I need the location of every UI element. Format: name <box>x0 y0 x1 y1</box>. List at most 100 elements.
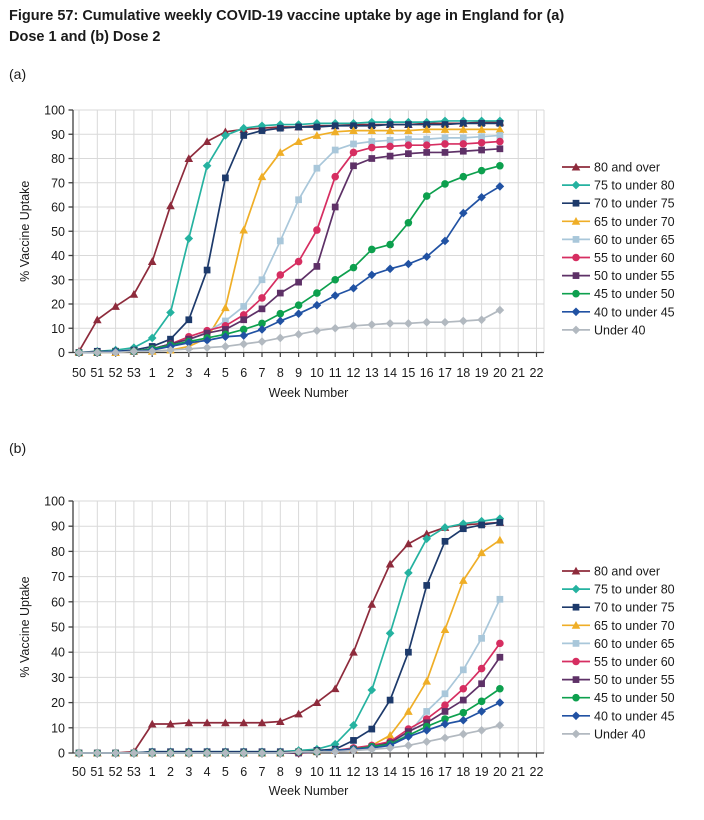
x-tick-label: 18 <box>456 366 470 380</box>
y-axis: 0 10 20 30 40 50 60 70 80 90 100 <box>44 495 74 761</box>
x-tick-label: 22 <box>530 765 544 779</box>
x-tick-label: 1 <box>149 765 156 779</box>
legend-label: 50 to under 55 <box>594 673 675 687</box>
legend-item-80-and-over: 80 and over <box>562 161 660 175</box>
series-50-to-under-55 <box>75 145 504 356</box>
legend-item-45-to-under-50: 45 to under 50 <box>562 691 675 705</box>
x-tick-label: 17 <box>438 366 452 380</box>
legend: 80 and over 75 to under 80 70 to under 75 6… <box>562 565 675 741</box>
line-40-to-under-45 <box>79 185 501 354</box>
x-tick-label: 11 <box>329 366 342 380</box>
legend-item-45-to-under-50: 45 to under 50 <box>562 287 675 301</box>
x-tick-label: 12 <box>347 765 361 779</box>
x-tick-label: 6 <box>240 366 247 380</box>
series-60-to-under-65 <box>75 595 504 757</box>
x-tick-label: 9 <box>295 366 302 380</box>
legend-item-60-to-under-65: 60 to under 65 <box>562 233 675 247</box>
x-tick-label: 21 <box>511 765 525 779</box>
y-tick-label: 40 <box>51 249 65 263</box>
x-tick-label: 8 <box>277 366 284 380</box>
series-65-to-under-70 <box>74 125 505 356</box>
line-60-to-under-65 <box>79 134 500 354</box>
legend-label: 40 to under 45 <box>594 709 675 723</box>
series-70-to-under-75 <box>75 119 504 356</box>
series-55-to-under-60 <box>75 137 504 357</box>
legend-label: 65 to under 70 <box>594 619 675 633</box>
x-tick-label: 20 <box>493 765 507 779</box>
x-tick-label: 52 <box>109 366 123 380</box>
legend-label: 45 to under 50 <box>594 287 675 301</box>
x-tick-label: 17 <box>438 765 452 779</box>
y-tick-label: 50 <box>51 225 65 239</box>
series-45-to-under-50 <box>75 161 504 357</box>
y-tick-label: 10 <box>51 721 65 735</box>
line-45-to-under-50 <box>79 164 501 354</box>
figure-title: Figure 57: Cumulative weekly COVID-19 va… <box>9 6 669 48</box>
legend: 80 and over 75 to under 80 70 to under 75 6… <box>562 161 675 337</box>
x-tick-label: 6 <box>240 765 247 779</box>
series-50-to-under-55 <box>75 653 504 757</box>
y-tick-label: 100 <box>44 104 65 118</box>
legend-label: 70 to under 75 <box>594 197 675 211</box>
series-under-40 <box>74 305 505 357</box>
line-55-to-under-60 <box>79 642 501 754</box>
y-tick-label: 0 <box>58 346 65 360</box>
x-tick-label: 13 <box>365 366 379 380</box>
x-tick-label: 19 <box>475 765 489 779</box>
legend-label: 80 and over <box>594 161 660 175</box>
legend-label: 55 to under 60 <box>594 251 675 265</box>
x-tick-label: 16 <box>420 366 434 380</box>
line-65-to-under-70 <box>79 128 500 354</box>
legend-item-60-to-under-65: 60 to under 65 <box>562 637 675 651</box>
y-tick-label: 40 <box>51 646 65 660</box>
line-65-to-under-70 <box>79 539 501 754</box>
x-tick-label: 19 <box>475 366 489 380</box>
x-tick-label: 53 <box>127 765 141 779</box>
y-tick-label: 60 <box>51 595 65 609</box>
x-tick-label: 15 <box>401 765 415 779</box>
y-tick-label: 100 <box>44 495 65 509</box>
y-axis: 0 10 20 30 40 50 60 70 80 90 100 <box>44 104 74 360</box>
x-tick-label: 10 <box>310 765 324 779</box>
legend-item-50-to-under-55: 50 to under 55 <box>562 673 675 687</box>
panel-b-label: (b) <box>9 440 27 456</box>
y-tick-label: 90 <box>51 128 65 142</box>
y-tick-label: 50 <box>51 621 65 635</box>
x-axis: 50 51 52 53 1 2 3 4 5 6 7 8 9 10 11 12 13 14 15 16 17 18 19 20 2… <box>72 351 544 380</box>
x-tick-label: 16 <box>420 765 434 779</box>
legend-label: 60 to under 65 <box>594 637 675 651</box>
x-tick-label: 51 <box>90 366 104 380</box>
legend-item-75-to-under-80: 75 to under 80 <box>562 179 675 193</box>
x-tick-label: 50 <box>72 366 86 380</box>
panel-a-label: (a) <box>9 66 27 82</box>
y-tick-label: 60 <box>51 201 65 215</box>
series-40-to-under-45 <box>74 182 505 357</box>
series-45-to-under-50 <box>75 684 504 757</box>
x-tick-label: 9 <box>295 765 302 779</box>
legend-label: 50 to under 55 <box>594 269 675 283</box>
x-tick-label: 3 <box>185 765 192 779</box>
y-tick-label: 10 <box>51 322 65 336</box>
legend-label: 65 to under 70 <box>594 215 675 229</box>
legend-item-50-to-under-55: 50 to under 55 <box>562 269 675 283</box>
x-tick-label: 15 <box>401 366 415 380</box>
x-tick-label: 18 <box>456 765 470 779</box>
x-tick-label: 7 <box>259 765 266 779</box>
legend-item-65-to-under-70: 65 to under 70 <box>562 215 675 229</box>
legend-label: Under 40 <box>594 323 645 337</box>
y-tick-label: 30 <box>51 671 65 685</box>
line-45-to-under-50 <box>79 688 501 754</box>
y-tick-label: 20 <box>51 696 65 710</box>
legend-item-55-to-under-60: 55 to under 60 <box>562 251 675 265</box>
x-tick-label: 51 <box>90 765 104 779</box>
y-axis-title: % Vaccine Uptake <box>18 576 32 677</box>
y-tick-label: 70 <box>51 176 65 190</box>
y-tick-label: 90 <box>51 520 65 534</box>
x-tick-label: 21 <box>511 366 525 380</box>
legend-item-40-to-under-45: 40 to under 45 <box>562 305 675 319</box>
legend-item-under-40: Under 40 <box>562 727 645 741</box>
x-tick-label: 13 <box>365 765 379 779</box>
x-tick-label: 1 <box>149 366 156 380</box>
